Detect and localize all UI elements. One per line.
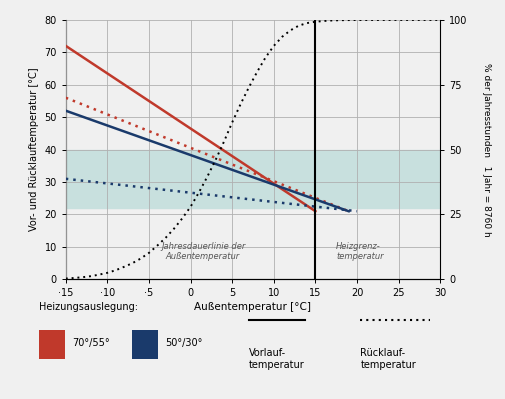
- Text: Rücklauf-
temperatur: Rücklauf- temperatur: [360, 348, 416, 370]
- Text: Heizungsauslegung:: Heizungsauslegung:: [39, 302, 138, 312]
- Text: 50°/30°: 50°/30°: [165, 338, 202, 348]
- Y-axis label: % der Jahresstunden   1 Jahr = 8760 h: % der Jahresstunden 1 Jahr = 8760 h: [481, 63, 489, 237]
- Text: Heizgrenz-
temperatur: Heizgrenz- temperatur: [335, 242, 383, 261]
- Y-axis label: Vor- und Rücklauftemperatur [°C]: Vor- und Rücklauftemperatur [°C]: [29, 68, 39, 231]
- X-axis label: Außentemperatur [°C]: Außentemperatur [°C]: [194, 302, 311, 312]
- Text: 70°/55°: 70°/55°: [72, 338, 109, 348]
- Bar: [39, 330, 65, 359]
- Text: Jahresdauerlinie der
Außentemperatur: Jahresdauerlinie der Außentemperatur: [161, 242, 245, 261]
- Bar: [132, 330, 158, 359]
- Text: Vorlauf-
temperatur: Vorlauf- temperatur: [248, 348, 304, 370]
- Bar: [66, 150, 439, 208]
